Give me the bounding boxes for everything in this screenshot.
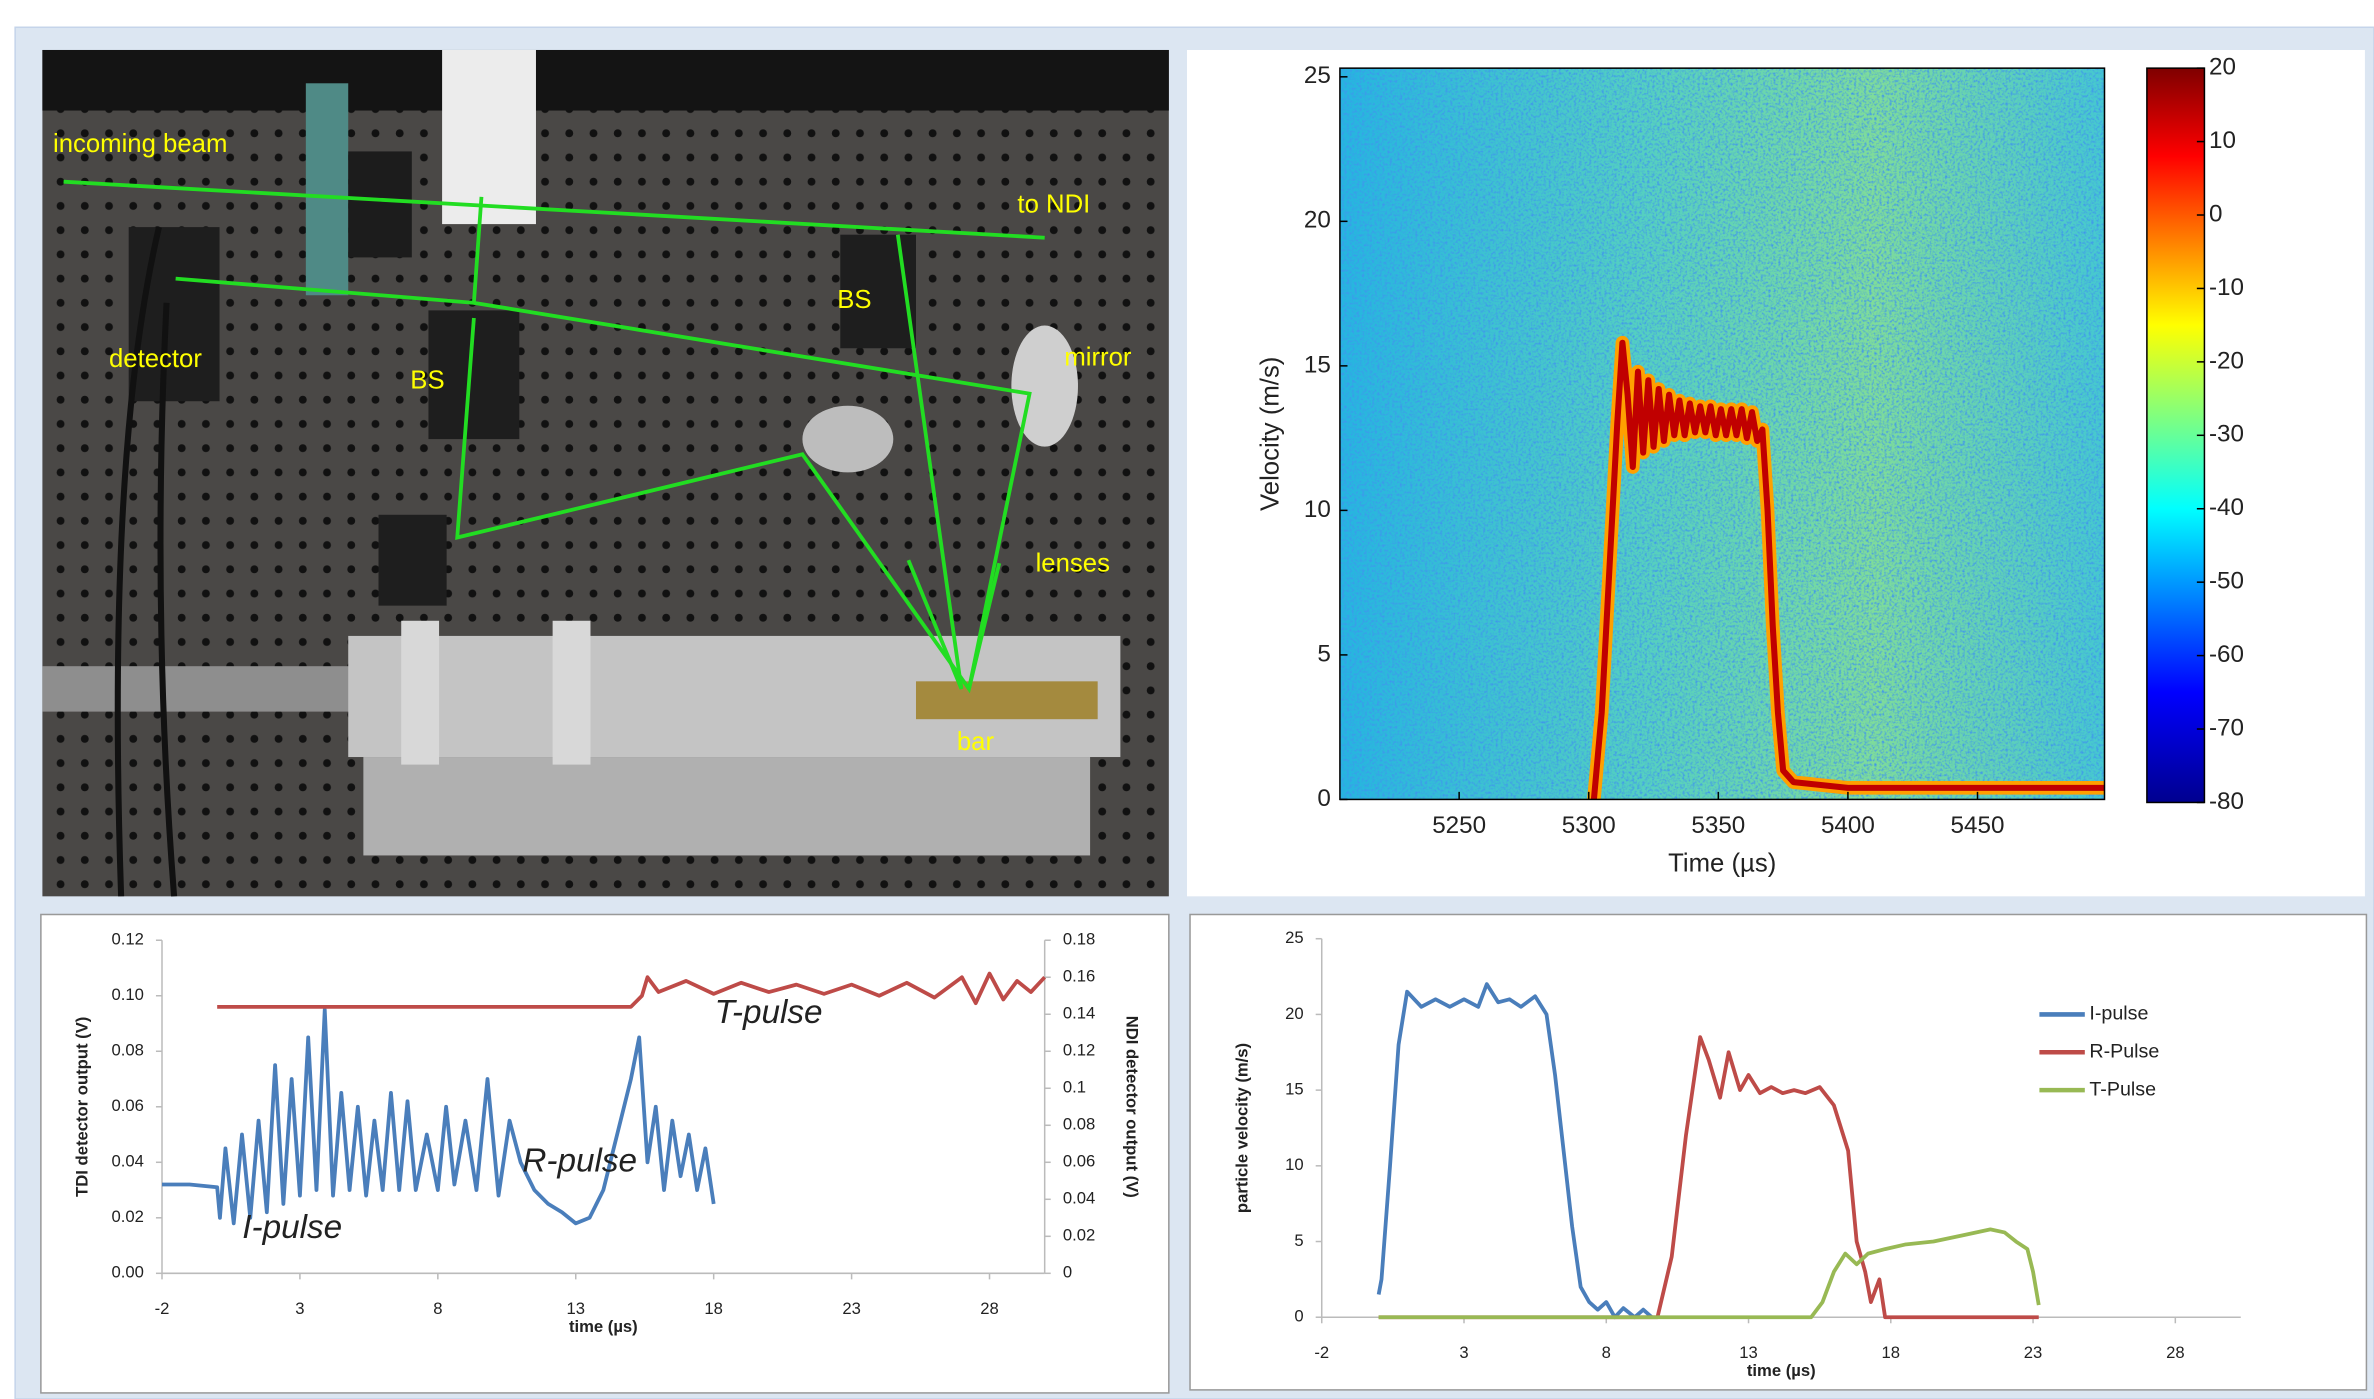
colorbar [2147, 68, 2205, 802]
y-tick-label: 0.04 [111, 1152, 143, 1171]
colorbar-tick-label: -20 [2209, 347, 2244, 374]
photo-label: mirror [1064, 344, 1132, 372]
y-tick-label: 0 [1317, 785, 1330, 812]
colorbar-tick-label: -30 [2209, 421, 2244, 448]
colorbar-tick-label: 0 [2209, 200, 2222, 227]
y-tick-label: 25 [1285, 928, 1304, 947]
x-tick-label: 28 [2166, 1343, 2185, 1362]
y-axis-title: Velocity (m/s) [1257, 357, 1285, 511]
colorbar-tick-label: -70 [2209, 714, 2244, 741]
colorbar-tick-label: -80 [2209, 788, 2244, 815]
photo-label: incoming beam [53, 130, 227, 158]
x-tick-label: 18 [704, 1299, 723, 1318]
y-tick-label: 5 [1317, 640, 1330, 667]
colorbar-tick-label: -50 [2209, 568, 2244, 595]
x-tick-label: 13 [566, 1299, 585, 1318]
y2-axis-title: NDI detector output (V) [1123, 1016, 1142, 1198]
x-tick-label: 8 [433, 1299, 442, 1318]
x-tick-label: 8 [1602, 1343, 1611, 1362]
x-axis-title: time (µs) [569, 1317, 638, 1336]
photo-label: bar [957, 728, 995, 756]
y2-tick-label: 0.08 [1063, 1115, 1095, 1134]
x-tick-label: 23 [842, 1299, 861, 1318]
y2-tick-label: 0.18 [1063, 930, 1095, 949]
x-axis-title: time (µs) [1747, 1361, 1816, 1380]
y-tick-label: 5 [1294, 1231, 1303, 1250]
x-tick-label: -2 [1314, 1343, 1329, 1362]
x-tick-label: 3 [295, 1299, 304, 1318]
background [42, 50, 1168, 111]
x-tick-label: 18 [1882, 1343, 1901, 1362]
paper [442, 50, 536, 224]
x-tick-label: 5450 [1951, 812, 2005, 839]
y-axis-title: particle velocity (m/s) [1232, 1043, 1251, 1213]
lens [802, 406, 893, 473]
legend-label: T-Pulse [2089, 1078, 2156, 1100]
legend-label: I-pulse [2089, 1003, 2148, 1025]
photo-label: BS [837, 286, 871, 314]
figure: incoming beam to NDI BS BS detector mirr… [0, 0, 2374, 1399]
plate [306, 83, 348, 295]
colorbar-tick-label: 10 [2209, 127, 2236, 154]
y-tick-label: 0.12 [111, 930, 143, 949]
x-tick-label: 5300 [1562, 812, 1616, 839]
colorbar-tick-label: -60 [2209, 641, 2244, 668]
x-tick-label: 5400 [1821, 812, 1875, 839]
photo-label: lenses [1036, 550, 1110, 578]
y-tick-label: 20 [1285, 1004, 1304, 1023]
y2-tick-label: 0.06 [1063, 1152, 1095, 1171]
y-tick-label: 0.10 [111, 985, 143, 1004]
clamp [401, 621, 439, 765]
photo-label: BS [410, 366, 444, 394]
y2-tick-label: 0.1 [1063, 1078, 1086, 1097]
y-tick-label: 0.00 [111, 1263, 143, 1282]
mount [348, 151, 412, 257]
x-tick-label: 3 [1459, 1343, 1468, 1362]
y-tick-label: 10 [1304, 496, 1331, 523]
y-tick-label: 0 [1294, 1307, 1303, 1326]
x-tick-label: 28 [980, 1299, 999, 1318]
x-tick-label: 23 [2024, 1343, 2043, 1362]
x-tick-label: 5250 [1432, 812, 1486, 839]
bar-base [363, 757, 1090, 855]
x-tick-label: 5350 [1691, 812, 1745, 839]
y2-tick-label: 0.14 [1063, 1004, 1095, 1023]
y-tick-label: 25 [1304, 62, 1331, 89]
annotation: T-pulse [715, 994, 823, 1031]
y-tick-label: 0.02 [111, 1207, 143, 1226]
y-tick-label: 20 [1304, 207, 1331, 234]
x-tick-label: -2 [155, 1299, 170, 1318]
y2-tick-label: 0 [1063, 1263, 1072, 1282]
y2-tick-label: 0.04 [1063, 1189, 1095, 1208]
clamp [553, 621, 591, 765]
y-tick-label: 15 [1285, 1080, 1304, 1099]
colorbar-tick-label: -40 [2209, 494, 2244, 521]
y2-tick-label: 0.02 [1063, 1226, 1095, 1245]
page: {"photo": {"labels": ["incoming beam", "… [0, 0, 2374, 1399]
x-axis-title: Time (µs) [1668, 849, 1776, 877]
y2-tick-label: 0.16 [1063, 967, 1095, 986]
x-tick-label: 13 [1739, 1343, 1758, 1362]
y-tick-label: 0.06 [111, 1096, 143, 1115]
colorbar-tick-label: 20 [2209, 54, 2236, 81]
specimen [916, 681, 1098, 719]
photo-label: to NDI [1017, 191, 1090, 219]
annotation: R-pulse [522, 1143, 637, 1180]
mount [379, 515, 447, 606]
y-tick-label: 0.08 [111, 1041, 143, 1060]
y2-tick-label: 0.12 [1063, 1041, 1095, 1060]
y-axis-title: TDI detector output (V) [73, 1017, 92, 1197]
legend-label: R-Pulse [2089, 1040, 2159, 1062]
y-tick-label: 10 [1285, 1155, 1304, 1174]
photo-label: detector [109, 345, 202, 373]
colorbar-tick-label: -10 [2209, 274, 2244, 301]
photo: incoming beam to NDI BS BS detector mirr… [42, 50, 1168, 896]
annotation: I-pulse [242, 1209, 342, 1246]
y-tick-label: 15 [1304, 351, 1331, 378]
